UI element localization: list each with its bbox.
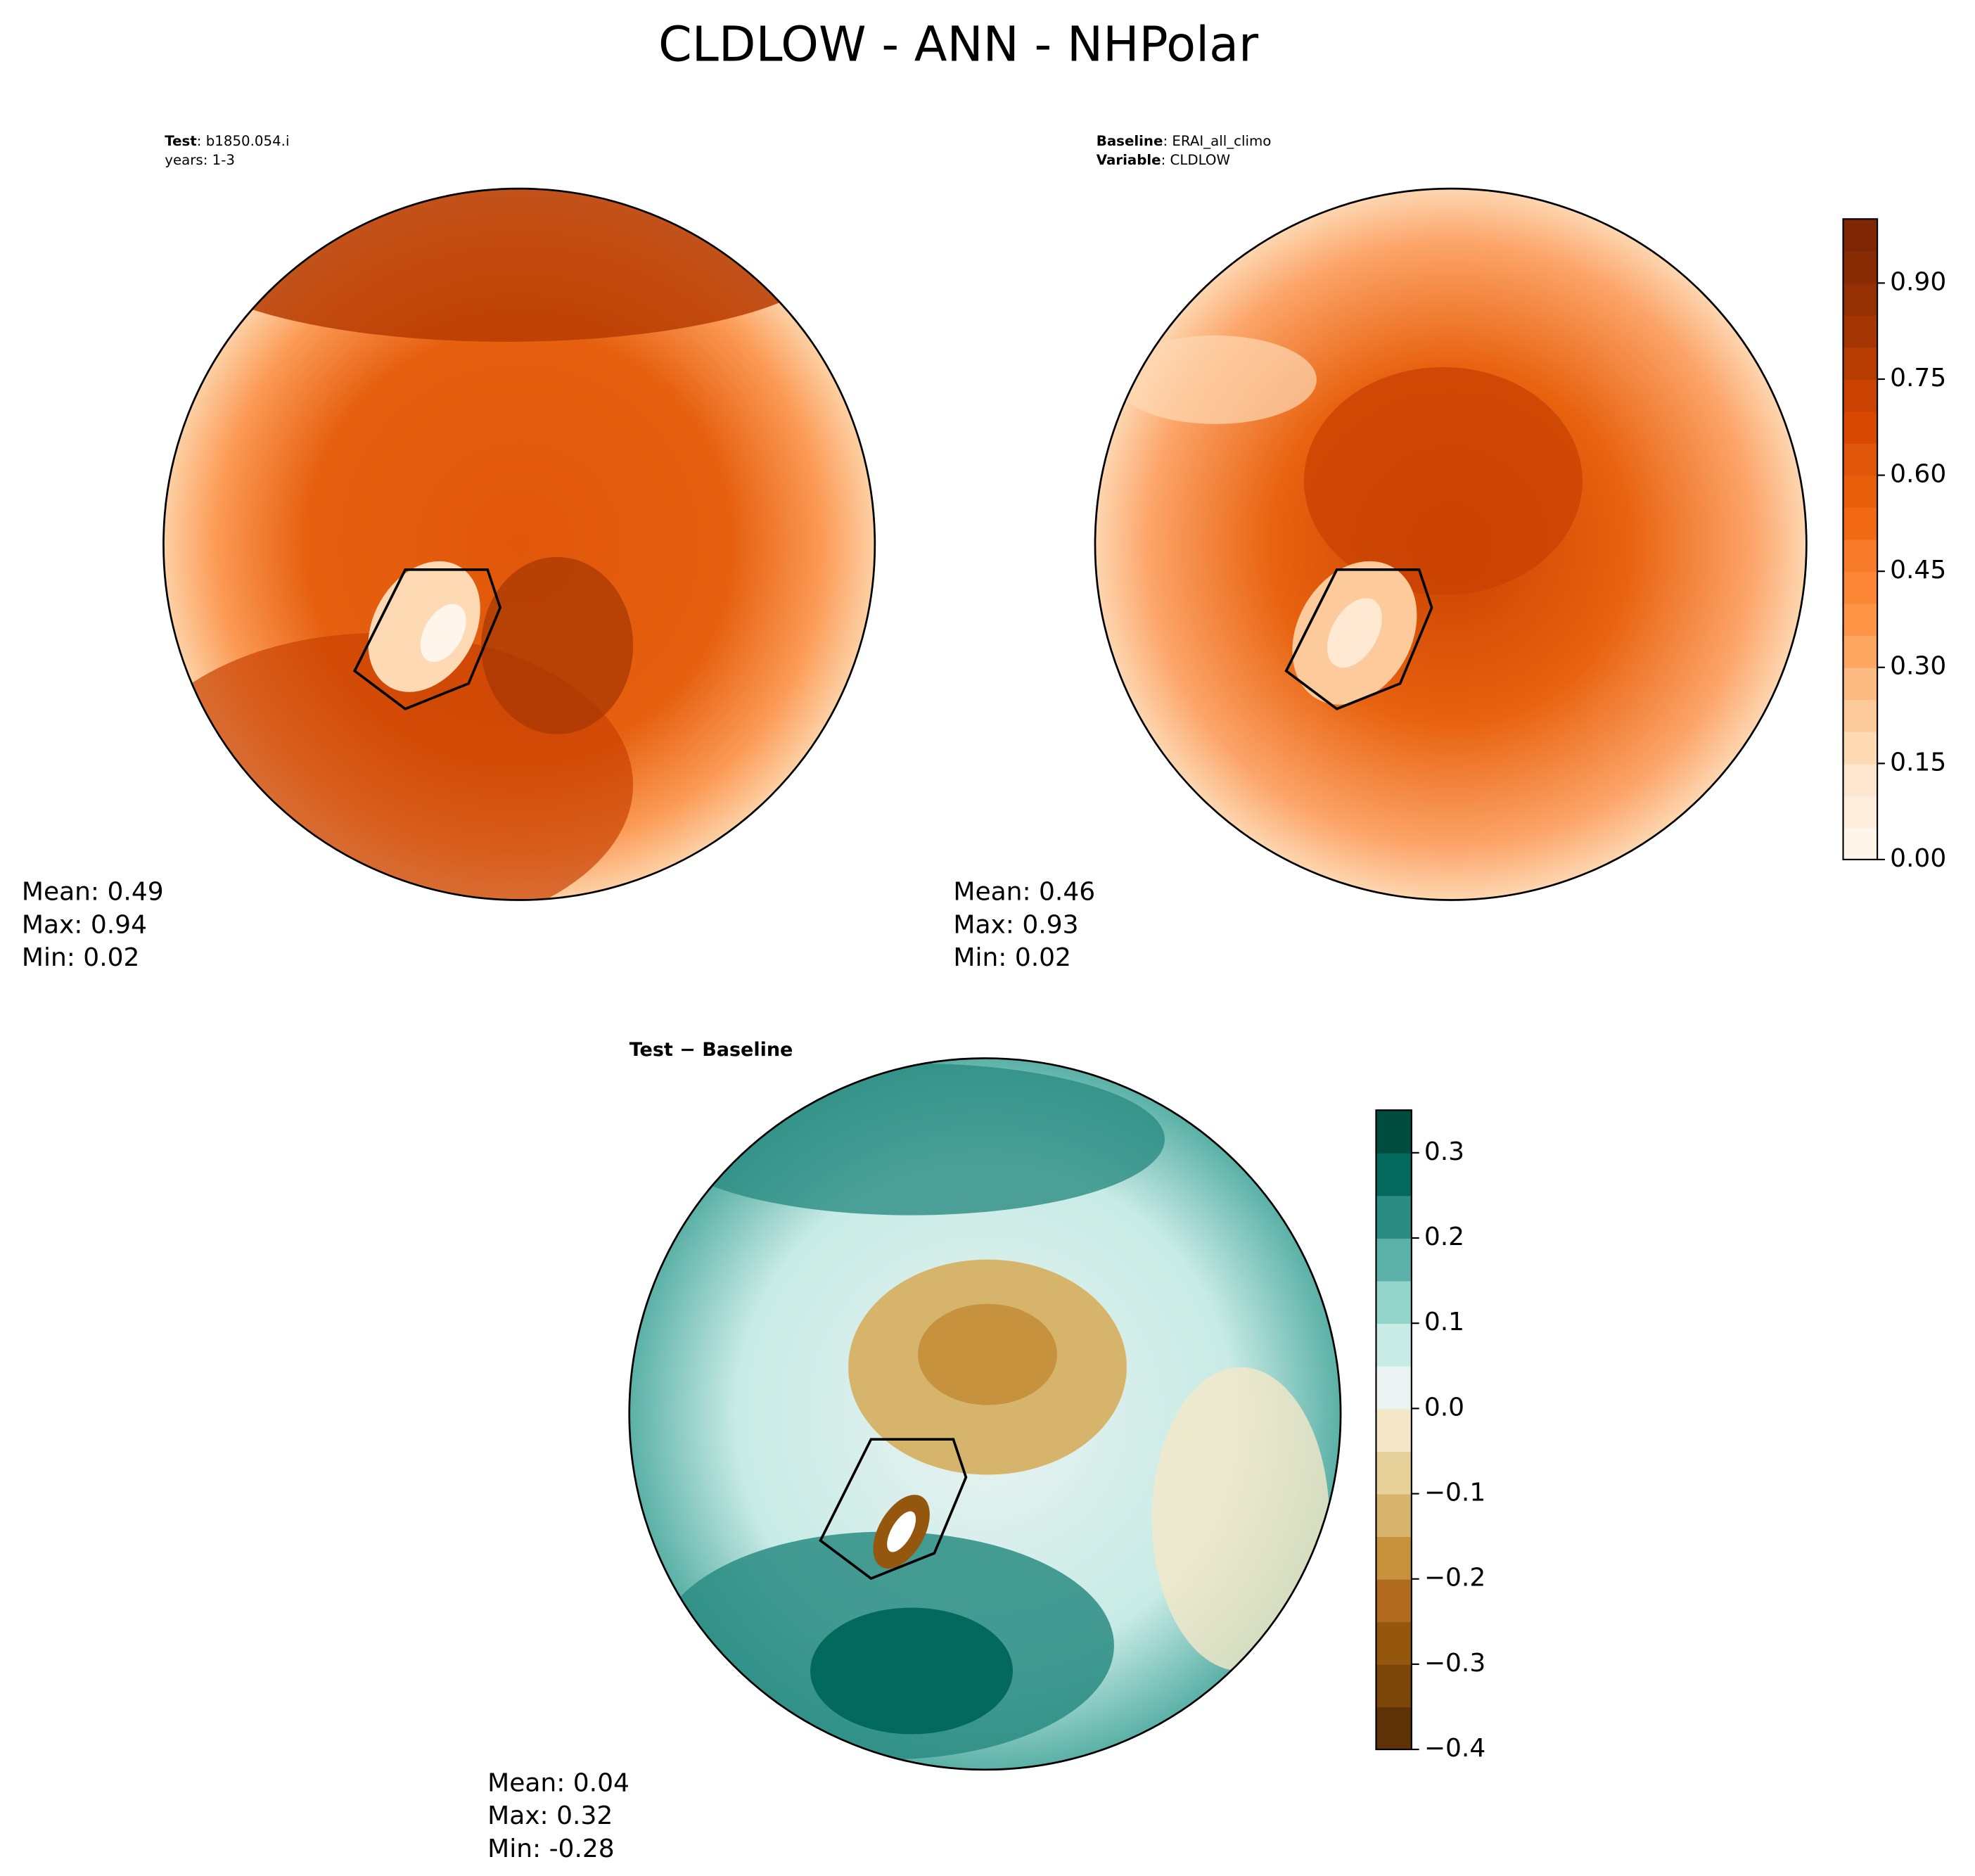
- colorbar-tick-label: 0.1: [1424, 1308, 1464, 1336]
- colorbar-cell: [1843, 411, 1878, 444]
- colorbar-tick-label: −0.4: [1424, 1734, 1485, 1763]
- colorbar-cell: [1376, 1450, 1412, 1495]
- colorbar-cell: [1843, 699, 1878, 732]
- colorbar-cell: [1843, 347, 1878, 380]
- colorbar-cell: [1843, 443, 1878, 476]
- stat-text: Mean: 0.49: [22, 878, 164, 907]
- colorbar-tick-label: 0.30: [1890, 652, 1946, 681]
- panel-label-text: : CLDLOW: [1161, 152, 1230, 168]
- colorbar-cell: [1376, 1621, 1412, 1665]
- map-frame: [628, 1057, 1342, 1771]
- colorbar-cell: [1843, 571, 1878, 604]
- colorbar-cell: [1843, 539, 1878, 573]
- colorbar-frame: [1842, 218, 1879, 861]
- colorbar-cell: [1843, 667, 1878, 701]
- panel-label: Test − Baseline: [629, 1039, 793, 1061]
- figure-title: CLDLOW - ANN - NHPolar: [658, 17, 1259, 72]
- colorbar-cell: [1843, 314, 1878, 348]
- colorbar-cell: [1376, 1323, 1412, 1367]
- colorbar-tick-label: −0.3: [1424, 1649, 1485, 1678]
- panel-label-bold: Test − Baseline: [629, 1039, 793, 1061]
- stat-text: Mean: 0.04: [487, 1768, 629, 1797]
- panel-label-bold: Test: [165, 133, 197, 149]
- panel-label-bold: Variable: [1097, 152, 1161, 168]
- map-frame: [1094, 187, 1808, 901]
- panel-label: Variable: CLDLOW: [1097, 152, 1230, 168]
- panel-label-text: : ERAI_all_climo: [1163, 133, 1271, 149]
- colorbar-cell: [1376, 1195, 1412, 1239]
- colorbar-cell: [1843, 795, 1878, 829]
- colorbar-cell: [1376, 1110, 1412, 1154]
- colorbar-cell: [1376, 1280, 1412, 1325]
- map-frame: [162, 187, 876, 901]
- colorbar-cell: [1376, 1706, 1412, 1750]
- colorbar-cell: [1376, 1152, 1412, 1197]
- panel-label-bold: Baseline: [1097, 133, 1163, 149]
- colorbar-cell: [1843, 378, 1878, 412]
- colorbar-cell: [1376, 1238, 1412, 1282]
- colorbar-tick-label: −0.2: [1424, 1564, 1485, 1593]
- colorbar-tick-label: 0.45: [1890, 556, 1946, 585]
- colorbar-cell: [1843, 283, 1878, 316]
- colorbar-cell: [1843, 475, 1878, 508]
- map-baseline: [1094, 189, 1807, 900]
- colorbar-tick-label: 0.3: [1424, 1137, 1464, 1166]
- colorbar-cell: [1843, 250, 1878, 284]
- colorbar-cell: [1376, 1365, 1412, 1410]
- stat-text: Mean: 0.46: [953, 878, 1095, 907]
- colorbar-cell: [1376, 1578, 1412, 1623]
- panel-label: years: 1-3: [165, 152, 235, 168]
- stat-text: Max: 0.94: [22, 910, 147, 939]
- panel-label-text: : b1850.054.i: [197, 133, 290, 149]
- colorbar-cell: [1843, 219, 1878, 252]
- stat-text: Max: 0.32: [487, 1801, 613, 1830]
- map-test: [163, 189, 875, 900]
- colorbar-cell: [1376, 1408, 1412, 1452]
- colorbar-cell: [1376, 1536, 1412, 1580]
- colorbar-cell: [1843, 635, 1878, 668]
- map-difference: [629, 1058, 1341, 1770]
- colorbar-cell: [1376, 1493, 1412, 1538]
- colorbar-tick-label: 0.15: [1890, 748, 1946, 777]
- colorbar-frame: [1375, 1109, 1412, 1751]
- colorbar-cell: [1843, 603, 1878, 637]
- colorbar-cell: [1843, 507, 1878, 540]
- stat-text: Min: -0.28: [487, 1834, 615, 1863]
- colorbar-tick-label: 0.0: [1424, 1393, 1464, 1422]
- colorbar-tick-label: 0.75: [1890, 364, 1946, 393]
- colorbar-cell: [1376, 1664, 1412, 1708]
- colorbar-tick-label: 0.60: [1890, 460, 1946, 489]
- panel-label: Baseline: ERAI_all_climo: [1097, 133, 1272, 149]
- colorbar-cell: [1843, 763, 1878, 796]
- colorbar-tick-label: −0.1: [1424, 1479, 1485, 1507]
- colorbar-tick-label: 0.90: [1890, 267, 1946, 296]
- panel-label-text: years: 1-3: [165, 152, 235, 168]
- colorbar-tick-label: 0.2: [1424, 1223, 1464, 1251]
- stat-text: Max: 0.93: [953, 910, 1078, 939]
- stat-text: Min: 0.02: [22, 943, 140, 972]
- colorbar-cell: [1843, 827, 1878, 860]
- colorbar-tick-label: 0.00: [1890, 844, 1946, 873]
- colorbar-cell: [1843, 731, 1878, 765]
- panel-label: Test: b1850.054.i: [165, 133, 289, 149]
- stat-text: Min: 0.02: [953, 943, 1071, 972]
